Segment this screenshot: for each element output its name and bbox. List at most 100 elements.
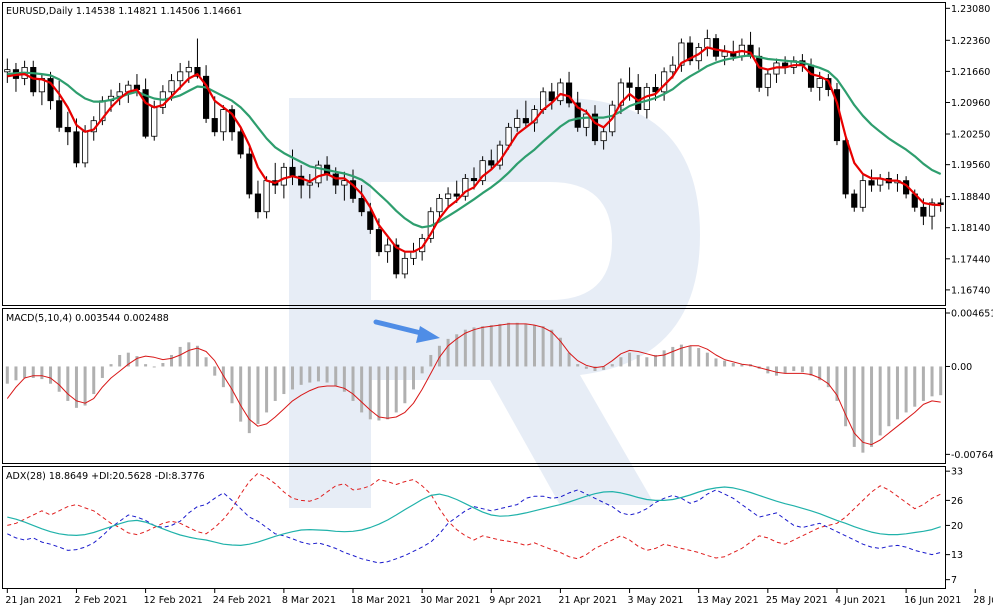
macd-histogram-bar	[550, 329, 554, 367]
candle-body	[462, 178, 469, 197]
macd-histogram-bar	[455, 334, 459, 367]
macd-histogram-bar	[723, 360, 727, 367]
macd-histogram-bar	[403, 366, 407, 404]
x-tick-label: 9 Apr 2021	[489, 595, 542, 606]
macd-histogram-bar	[584, 366, 588, 369]
macd-histogram-bar	[204, 357, 208, 367]
macd-histogram-bar	[316, 366, 320, 382]
macd-histogram-bar	[386, 366, 390, 420]
candle-body	[194, 66, 201, 77]
macd-signal-line	[6, 323, 941, 446]
price-y-tick-label: 1.20250	[951, 130, 990, 141]
macd-histogram-bar	[783, 366, 787, 374]
candle-body	[712, 38, 720, 57]
price-y-tick-label: 1.21660	[951, 67, 990, 78]
macd-histogram-bar	[412, 366, 416, 390]
candle-body	[600, 131, 607, 142]
macd-histogram-bar	[342, 366, 346, 392]
macd-histogram-bar	[939, 366, 943, 396]
candle-body	[859, 180, 866, 208]
x-tick-label: 24 Feb 2021	[213, 595, 272, 606]
candle-body	[401, 257, 408, 275]
macd-histogram-bar	[714, 358, 718, 367]
macd-histogram-bar	[826, 366, 830, 388]
candle-body	[928, 202, 936, 217]
candle-body	[565, 82, 573, 104]
adx-line	[7, 486, 941, 547]
macd-histogram-bar	[921, 366, 925, 401]
candle-body	[306, 182, 313, 186]
candle-body	[514, 118, 521, 128]
macd-histogram-bar	[14, 366, 18, 381]
x-tick-label: 25 May 2021	[766, 595, 828, 606]
macd-histogram-bar	[489, 325, 493, 367]
candle-body	[557, 82, 564, 102]
candle-body	[678, 42, 685, 66]
macd-histogram-bar	[705, 352, 709, 367]
candle-body	[203, 75, 210, 119]
macd-histogram-bar	[498, 323, 502, 367]
macd-histogram-bar	[291, 366, 295, 390]
candle-body	[228, 109, 236, 133]
macd-histogram-bar	[135, 356, 139, 367]
price-y-tick-label: 1.18840	[951, 192, 990, 203]
macd-histogram-bar	[619, 357, 623, 367]
candle-body	[868, 180, 875, 186]
candle-body	[315, 164, 322, 184]
candle-body	[704, 38, 711, 48]
macd-header: MACD(5,10,4) 0.003544 0.002488	[6, 313, 169, 324]
adx-y-tick-label: 7	[951, 575, 957, 586]
price-y-tick-label: 1.17440	[951, 254, 990, 265]
adx-plot	[7, 472, 941, 564]
candle-body	[488, 160, 495, 166]
macd-histogram-bar	[31, 366, 35, 378]
macd-histogram-bar	[74, 366, 78, 408]
price-y-tick-label: 1.20960	[951, 98, 990, 109]
macd-histogram-bar	[109, 364, 113, 367]
macd-histogram-bar	[818, 366, 822, 381]
candle-body	[341, 180, 348, 186]
adx-y-tick-label: 26	[951, 496, 963, 507]
candle-body	[522, 118, 529, 124]
macd-histogram-bar	[887, 366, 891, 427]
macd-histogram-bar	[628, 352, 632, 367]
macd-histogram-bar	[282, 366, 286, 395]
macd-histogram-bar	[308, 366, 312, 383]
macd-histogram-bar	[774, 366, 778, 376]
candle-body	[73, 131, 80, 164]
macd-histogram-bar	[23, 366, 27, 378]
macd-histogram-bar	[368, 366, 372, 420]
candle-body	[246, 153, 253, 195]
macd-histogram-bar	[870, 366, 874, 447]
candle-body	[756, 55, 763, 88]
candle-body	[220, 109, 227, 133]
macd-histogram-bar	[40, 366, 44, 380]
macd-histogram-bar	[256, 366, 260, 424]
candle-body	[332, 173, 339, 186]
macd-histogram-bar	[187, 342, 191, 367]
candle-body	[851, 193, 858, 208]
x-tick-label: 12 Feb 2021	[144, 595, 203, 606]
axes: 1.23080 1.22360 1.21660 1.20960 1.20250 1.195…	[5, 4, 993, 606]
macd-histogram-bar	[662, 350, 666, 367]
adx-panel-frame	[2, 466, 946, 589]
macd-histogram-bar	[515, 322, 519, 367]
macd-histogram-bar	[334, 366, 338, 386]
price-y-tick-label: 1.16740	[951, 285, 990, 296]
candle-body	[177, 71, 184, 82]
macd-histogram-bar	[273, 366, 277, 401]
macd-histogram-bar	[57, 366, 61, 392]
macd-histogram-bar	[602, 366, 606, 370]
candle-body	[816, 78, 823, 88]
macd-plot	[5, 322, 943, 453]
macd-histogram-bar	[645, 357, 649, 367]
price-header: EURUSD,Daily 1.14538 1.14821 1.14506 1.1…	[6, 6, 242, 17]
minus-di-line	[7, 472, 941, 560]
macd-histogram-bar	[844, 366, 848, 427]
candle-body	[669, 64, 676, 73]
candle-body	[574, 102, 581, 128]
macd-histogram-bar	[126, 352, 130, 367]
candle-body	[591, 113, 599, 142]
macd-histogram-bar	[913, 366, 917, 407]
annotation-arrow	[373, 319, 440, 343]
